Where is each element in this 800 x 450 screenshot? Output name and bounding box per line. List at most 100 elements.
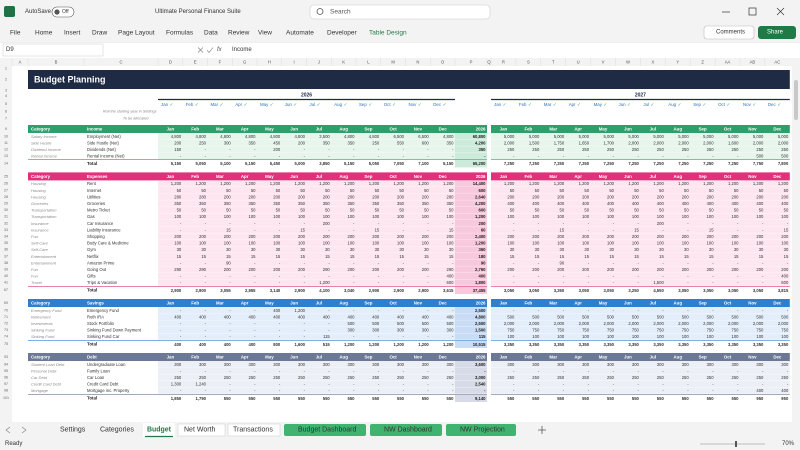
cell-value: 3,250: [628, 288, 639, 293]
sheet-tab[interactable]: NW Projection: [460, 427, 505, 434]
month-label: Jun: [285, 102, 293, 107]
cell-value: -: [254, 334, 256, 339]
cell-value: 300: [249, 362, 257, 367]
zoom-level[interactable]: 70%: [782, 441, 795, 447]
cell-value: 100: [557, 334, 565, 339]
cell-value: -: [304, 280, 306, 285]
row-tint: [158, 233, 455, 240]
scroll-thumb[interactable]: [794, 80, 798, 120]
cell-value: -: [687, 368, 689, 373]
menu-item[interactable]: Draw: [92, 30, 107, 37]
sheet-tab[interactable]: Settings: [60, 427, 86, 434]
cell-value: 50: [424, 208, 429, 213]
cell-value: 30: [560, 247, 565, 252]
cell-value: -: [737, 227, 739, 232]
row-tint-total: [455, 367, 487, 375]
close[interactable]: [776, 7, 785, 16]
cell-value: 200: [707, 234, 715, 239]
sheet-tab[interactable]: Net Worth: [184, 427, 215, 434]
cell-value: 200: [632, 194, 640, 199]
enter-icon[interactable]: [206, 47, 214, 53]
header-month: Aug: [339, 355, 348, 360]
cell-value: 1,200: [418, 181, 429, 186]
tab-nav[interactable]: [5, 426, 27, 434]
cell-value: 500: [348, 321, 356, 326]
search-box[interactable]: [309, 4, 491, 20]
row-tint: [491, 206, 790, 214]
cell-value: 100: [756, 214, 764, 219]
cell-value: 5,000: [504, 134, 515, 139]
row-header: 9: [5, 127, 7, 131]
cell-value: -: [538, 154, 540, 159]
cell-value: 400: [199, 342, 207, 347]
cell-value: -: [662, 308, 664, 313]
cell-value: 400: [298, 314, 306, 319]
total-cell-bg: [455, 160, 487, 168]
row-tint: [158, 193, 455, 201]
menu-item[interactable]: Home: [35, 30, 53, 37]
cell-value: 3,615: [443, 288, 454, 293]
menu-item[interactable]: Page Layout: [118, 30, 155, 37]
column-header: F: [219, 60, 222, 65]
cell-value: 200: [682, 194, 690, 199]
sheet-tab[interactable]: Budget Dashboard: [298, 427, 356, 434]
name-box[interactable]: [2, 43, 104, 57]
sheet-tab[interactable]: NW Dashboard: [384, 427, 432, 434]
comments-button[interactable]: [703, 25, 755, 40]
cell-value: -: [452, 368, 454, 373]
cell-value: -: [205, 280, 207, 285]
menu-item[interactable]: Automate: [286, 30, 314, 37]
add-sheet[interactable]: [538, 426, 546, 434]
sheet-tab[interactable]: Transactions: [233, 427, 273, 434]
share-button[interactable]: [758, 26, 796, 39]
cell-value: 2,900: [171, 288, 182, 293]
cell-value: 550: [323, 396, 331, 401]
row-tint: [491, 233, 790, 240]
checkmark: ✓: [270, 102, 274, 107]
cell-value: 350: [323, 201, 331, 206]
cell-value: -: [712, 221, 714, 226]
total-label: Total: [87, 161, 97, 166]
row-tint-total: [455, 253, 487, 260]
menu-item[interactable]: Developer: [327, 30, 357, 37]
cell-value: -: [229, 274, 231, 279]
cell-value: 15: [759, 254, 764, 259]
sheet-tab-active[interactable]: Budget: [147, 427, 172, 434]
zoom-thumb[interactable]: [735, 441, 737, 447]
cell-value: 200: [348, 267, 356, 272]
fx-label[interactable]: fx: [217, 47, 223, 53]
row-header: 1: [5, 67, 7, 71]
menu-item[interactable]: Review: [228, 30, 250, 37]
cell-value: 400: [507, 201, 515, 206]
cell-value: 300: [632, 362, 640, 367]
cell-value: 100: [607, 241, 615, 246]
cell-value: -: [662, 274, 664, 279]
cell-value: 100: [224, 214, 232, 219]
cell-value: 5,050: [369, 161, 380, 166]
cell-value: 100: [557, 214, 565, 219]
sheet-tab[interactable]: Categories: [100, 427, 134, 434]
toggle-state: Off: [62, 9, 69, 15]
cell-value: 7,750: [753, 161, 764, 166]
menu-item[interactable]: Insert: [64, 30, 80, 37]
header-month: Sep: [364, 355, 372, 360]
menu-item[interactable]: Data: [204, 30, 218, 37]
menu-item[interactable]: Formulas: [166, 30, 194, 37]
row-header: 5: [5, 102, 7, 106]
cancel-icon[interactable]: [197, 47, 204, 53]
header-month: Dec: [439, 127, 448, 132]
file-title[interactable]: Ultimate Personal Finance Suite: [155, 9, 241, 15]
cell-value: 1,200: [171, 181, 182, 186]
cell-item: Employment (Net): [87, 134, 121, 139]
cell-value: 30: [276, 247, 281, 252]
menu-item-active[interactable]: Table Design: [369, 30, 407, 37]
cell-value: 50: [226, 188, 231, 193]
cell-value: 1,200: [369, 342, 380, 347]
menu-item[interactable]: File: [10, 30, 21, 37]
cell-value: -: [254, 328, 256, 333]
maximize[interactable]: [748, 7, 757, 16]
vertical-scrollbar[interactable]: [792, 66, 800, 422]
cell-value: -: [304, 147, 306, 152]
menu-item[interactable]: View: [258, 30, 272, 37]
row-header-strip: [0, 58, 12, 422]
